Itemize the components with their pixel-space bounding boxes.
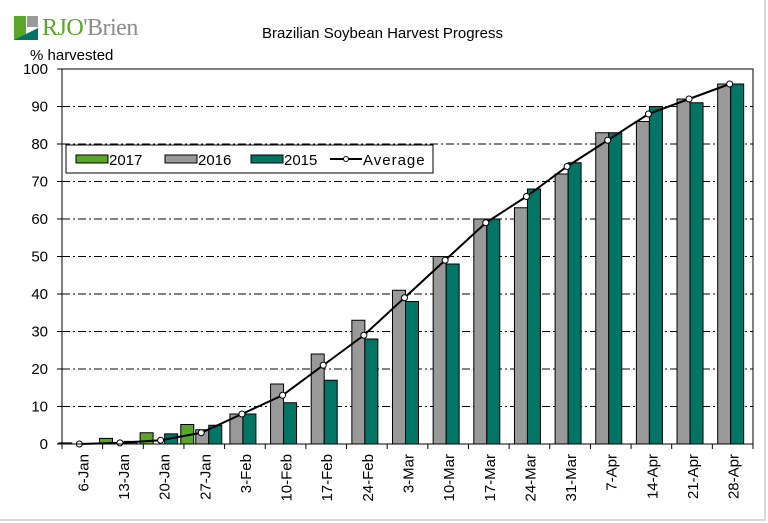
x-tick-label: 28-Apr (726, 454, 743, 499)
average-point-3-Mar (401, 294, 408, 302)
bar-2016-10-Mar (432, 256, 447, 445)
x-tick-label: 3-Feb (238, 454, 255, 493)
x-tick-label: 13-Jan (116, 454, 133, 500)
rjobrien-logo: RJO'Brien (14, 14, 138, 42)
legend-label-average: Average (363, 152, 426, 169)
average-point-14-Apr (644, 110, 652, 118)
average-line (75, 80, 734, 448)
legend-swatch-2016 (164, 154, 198, 164)
legend-box (65, 144, 434, 174)
bar-2015-14-Apr (648, 106, 663, 445)
x-tick-label: 24-Mar (522, 454, 539, 502)
x-tick-label: 7-Apr (604, 454, 621, 491)
logo-text-rjo: RJO (42, 14, 84, 41)
legend-label-2017: 2017 (109, 152, 142, 169)
bar-2016-3-Mar (392, 289, 406, 445)
x-tick-label: 27-Jan (197, 454, 214, 500)
y-tick-label: 10 (31, 399, 48, 416)
bar-2015-3-Feb (242, 413, 257, 445)
y-tick-label: 80 (31, 136, 48, 153)
bar-2016-31-Mar (554, 173, 569, 445)
average-point-17-Mar (482, 219, 490, 227)
x-tick-label: 21-Apr (685, 454, 702, 499)
legend-label-2015: 2015 (284, 152, 317, 169)
y-axis-label: % harvested (30, 47, 114, 64)
x-tick-label: 10-Feb (279, 454, 296, 502)
bar-2015-24-Mar (526, 188, 541, 445)
average-point-24-Mar (522, 193, 530, 200)
y-tick-label: 20 (31, 361, 48, 378)
average-point-31-Mar (563, 163, 571, 170)
bar-2015-21-Apr (689, 102, 704, 445)
logo-wordmark: RJO'Brien (42, 15, 138, 42)
average-point-17-Feb (319, 361, 327, 369)
x-tick-label: 24-Feb (360, 454, 377, 502)
y-tick-label: 90 (31, 99, 48, 116)
bar-2015-17-Mar (486, 218, 501, 445)
bar-2015-28-Apr (730, 83, 745, 445)
average-point-27-Jan (197, 429, 205, 437)
y-tick-label: 0 (40, 436, 48, 453)
x-tick-label: 3-Mar (401, 454, 418, 493)
bar-2015-3-Mar (405, 301, 419, 445)
average-point-24-Feb (360, 331, 368, 339)
x-tick-label: 6-Jan (75, 454, 92, 492)
x-tick-label: 17-Mar (482, 454, 499, 502)
x-tick-label: 10-Mar (441, 454, 458, 502)
logo-mark-icon (14, 16, 38, 40)
average-point-21-Apr (685, 95, 693, 103)
average-point-28-Apr (726, 80, 734, 88)
bar-2016-17-Mar (473, 218, 488, 445)
x-tick-label: 31-Mar (563, 454, 580, 502)
legend-marker (343, 156, 349, 162)
chart-title: Brazilian Soybean Harvest Progress (262, 25, 503, 42)
bar-2015-17-Feb (323, 379, 338, 445)
legend: 2017 2016 2015 Average (65, 144, 434, 174)
bar-2015-31-Mar (567, 162, 582, 445)
average-point-10-Feb (279, 391, 287, 399)
x-tick-label: 17-Feb (319, 454, 336, 502)
bar-2015-10-Mar (445, 263, 460, 445)
bar-2015-7-Apr (608, 132, 623, 445)
y-tick-label: 30 (31, 324, 48, 341)
bar-2016-7-Apr (595, 132, 610, 445)
y-tick-label: 50 (31, 249, 48, 266)
bar-2016-14-Apr (635, 121, 650, 445)
bar-2016-28-Apr (717, 83, 732, 445)
average-point-20-Jan (157, 436, 165, 444)
y-tick-label: 40 (31, 286, 48, 303)
y-tick-label: 100 (23, 61, 48, 78)
average-point-10-Mar (441, 256, 449, 264)
legend-label-2016: 2016 (198, 152, 231, 169)
legend-swatch-2015 (250, 154, 284, 164)
bar-2016-24-Mar (513, 207, 528, 445)
legend-swatch-2017 (75, 154, 109, 164)
gridlines (62, 106, 753, 407)
bar-2015-10-Feb (283, 402, 298, 445)
bar-2016-21-Apr (676, 98, 691, 445)
x-tick-label: 20-Jan (157, 454, 174, 500)
bar-2015-24-Feb (364, 338, 379, 445)
y-tick-label: 70 (31, 174, 48, 191)
average-point-13-Jan (116, 439, 124, 447)
average-point-7-Apr (604, 136, 612, 144)
x-tick-label: 14-Apr (644, 454, 661, 499)
average-point-3-Feb (238, 410, 246, 418)
logo-text-brien: 'Brien (83, 14, 138, 41)
bars (58, 83, 745, 445)
axes: 0 10 20 30 40 50 60 70 80 90 100 6-Jan 13-Jan 20-Jan 2… (23, 61, 754, 502)
y-tick-label: 60 (31, 211, 48, 228)
